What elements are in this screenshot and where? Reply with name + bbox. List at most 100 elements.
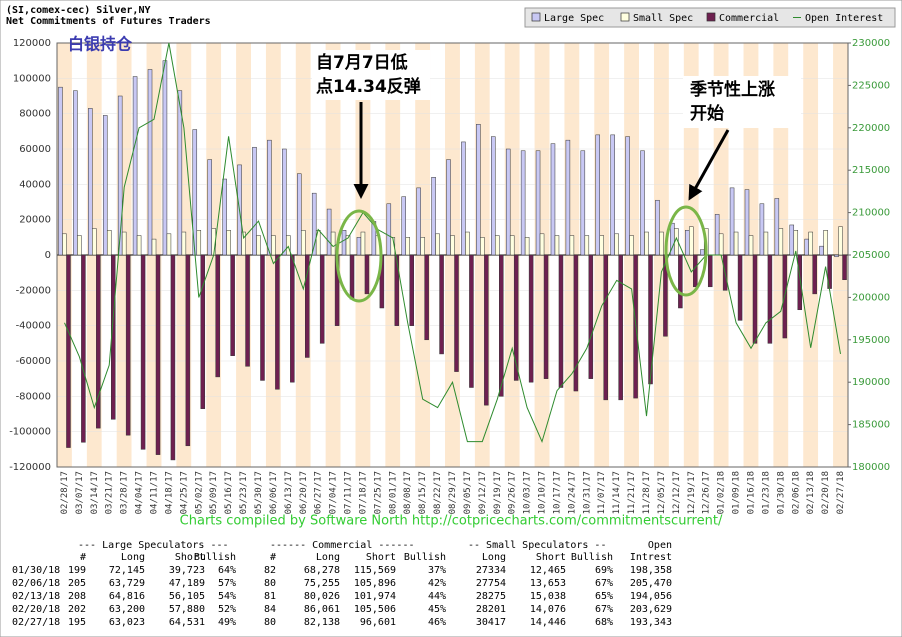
bar — [707, 254, 713, 288]
bar — [330, 231, 336, 256]
x-tick-label: 11/14/17 — [612, 471, 622, 514]
table-cell: 49% — [218, 617, 236, 628]
bar — [81, 254, 86, 443]
bar — [311, 192, 317, 256]
bar — [752, 254, 758, 344]
bar — [505, 148, 511, 256]
chart-subtitle: Net Commitments of Futures Traders — [6, 15, 211, 27]
bar — [305, 254, 310, 358]
x-tick-label: 07/11/17 — [344, 471, 354, 514]
x-tick-label: 01/09/18 — [732, 471, 742, 514]
y-tick-label: -20000 — [16, 285, 51, 296]
bar — [230, 254, 235, 356]
bar — [200, 254, 206, 409]
table-cell: 115,569 — [354, 565, 396, 576]
bar — [499, 254, 504, 397]
x-tick-label: 04/18/17 — [164, 471, 174, 514]
legend-label: Large Spec — [544, 13, 604, 24]
bar — [618, 254, 623, 401]
y-tick-label: -120000 — [9, 462, 51, 473]
legend-label: Commercial — [719, 13, 779, 24]
bar — [58, 86, 63, 256]
bar — [550, 143, 556, 256]
table-cell: 198,358 — [630, 565, 672, 576]
table-cell: 02/27/18 — [12, 617, 60, 628]
bar — [177, 90, 183, 256]
bar — [685, 230, 690, 256]
legend-swatch — [620, 12, 630, 22]
bar — [260, 254, 265, 381]
bar — [804, 238, 809, 256]
x-tick-label: 06/13/17 — [284, 471, 294, 514]
table-cell: 101,974 — [354, 591, 396, 602]
x-tick-label: 10/17/17 — [552, 471, 562, 514]
x-tick-label: 03/28/17 — [120, 471, 130, 514]
bar — [166, 233, 172, 256]
x-tick-label: 02/06/18 — [791, 471, 801, 514]
x-tick-label: 11/07/17 — [597, 471, 607, 514]
arrow — [688, 129, 730, 201]
table-cell: 205 — [68, 578, 86, 589]
bar — [226, 230, 231, 256]
bar — [524, 237, 530, 256]
bar — [603, 254, 608, 401]
x-tick-label: 08/15/17 — [418, 471, 428, 514]
x-tick-label: 05/09/17 — [209, 471, 219, 514]
table-cell: 02/20/18 — [12, 604, 60, 615]
bar — [62, 233, 67, 256]
x-tick-label: 08/29/17 — [448, 471, 458, 514]
bar — [678, 254, 683, 309]
annotation: 自7月7日低 — [316, 52, 408, 73]
bar — [774, 198, 780, 256]
table-cell: 80 — [264, 617, 276, 628]
bar — [349, 254, 355, 300]
table-cell: 80,026 — [304, 591, 340, 602]
bar — [584, 235, 590, 256]
x-tick-label: 03/21/17 — [105, 471, 115, 514]
bar — [341, 230, 347, 256]
x-tick-label: 07/25/17 — [373, 471, 383, 514]
y2-tick-label: 205000 — [852, 250, 890, 261]
bar — [469, 254, 474, 388]
table-cell: 42% — [428, 578, 446, 589]
bar — [121, 231, 127, 256]
bar — [812, 254, 817, 295]
bar — [431, 177, 436, 256]
bar — [793, 230, 799, 256]
bar — [196, 230, 202, 256]
table-cell: 72,145 — [109, 565, 145, 576]
table-cell: 80 — [264, 578, 276, 589]
annotation: 白银持仓 — [68, 35, 133, 54]
bar — [102, 115, 108, 256]
footer: Charts compiled by Software North http:/… — [180, 514, 723, 529]
table-column-header: Long — [482, 552, 506, 563]
bar — [136, 235, 142, 256]
bar — [573, 254, 579, 392]
table-cell: 46% — [428, 617, 446, 628]
y2-tick-label: 215000 — [852, 165, 890, 176]
table-cell: 56,105 — [169, 591, 205, 602]
y-tick-label: -80000 — [16, 391, 51, 402]
legend-swatch — [706, 12, 716, 22]
bar — [185, 254, 191, 447]
x-tick-label: 01/30/18 — [776, 471, 786, 514]
x-tick-label: 01/23/18 — [761, 471, 771, 514]
bar — [599, 235, 604, 256]
table-cell: 205,470 — [630, 578, 672, 589]
table-cell: 82,138 — [304, 617, 340, 628]
x-tick-label: 11/21/17 — [627, 471, 637, 514]
chart-title: (SI,comex-cec) Silver,NY — [6, 4, 151, 16]
x-tick-label: 12/12/17 — [672, 471, 682, 514]
annotation: 点14.34反弹 — [316, 76, 421, 97]
x-tick-label: 02/28/17 — [60, 471, 70, 514]
table-cell: 30417 — [476, 617, 506, 628]
x-tick-label: 02/13/18 — [806, 471, 816, 514]
table-cell: 67% — [595, 604, 613, 615]
bar — [125, 254, 131, 436]
table-cell: 68,278 — [304, 565, 340, 576]
table-cell: 64,816 — [109, 591, 145, 602]
bar — [390, 237, 396, 256]
table-cell: 194,056 — [630, 591, 672, 602]
y2-tick-label: 225000 — [852, 80, 890, 91]
